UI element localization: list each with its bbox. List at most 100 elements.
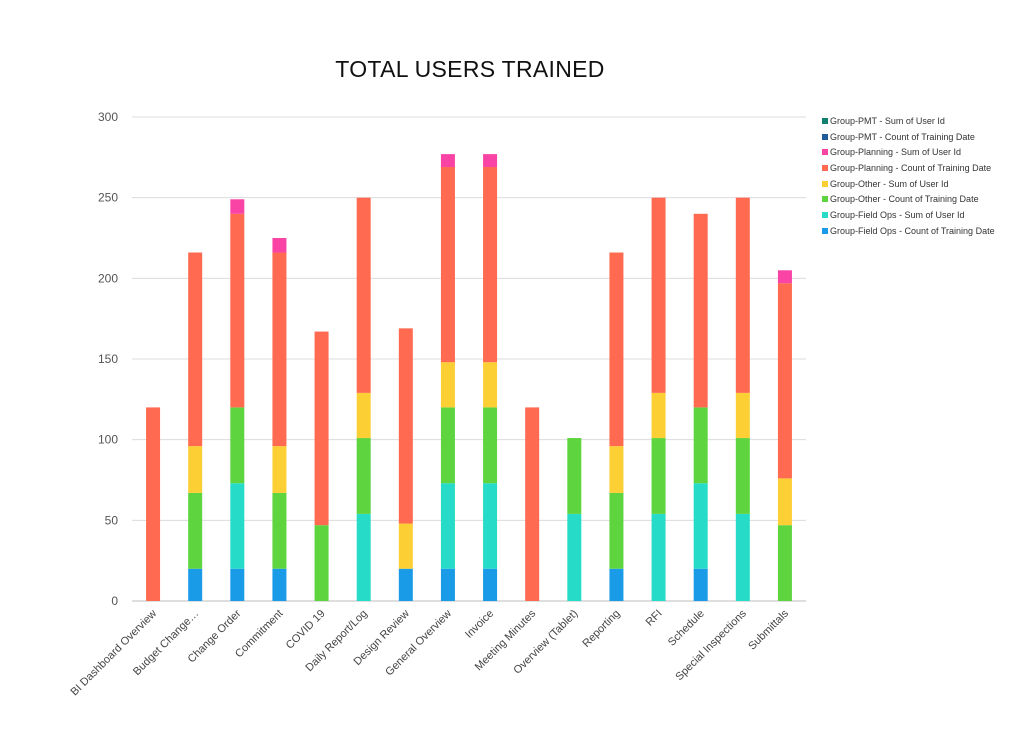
bar-segment bbox=[483, 407, 498, 484]
legend-label: Group-Field Ops - Sum of User Id bbox=[830, 209, 965, 220]
bar-segment bbox=[230, 483, 245, 569]
bar-segment bbox=[735, 197, 750, 393]
bar-segment bbox=[398, 568, 413, 601]
bar-segment bbox=[735, 392, 750, 439]
legend-item: Group-Other - Sum of User Id bbox=[822, 176, 995, 192]
bar-segment bbox=[525, 407, 540, 601]
bar-segment bbox=[356, 513, 371, 601]
bar-segment bbox=[483, 154, 498, 168]
x-tick-label: COVID 19 bbox=[284, 608, 328, 652]
bar-segment bbox=[735, 513, 750, 601]
bar-segment bbox=[483, 483, 498, 569]
bar-segment bbox=[651, 392, 666, 439]
bar-segment bbox=[314, 331, 329, 526]
bar-segment bbox=[272, 238, 287, 253]
x-tick-label: Reporting bbox=[580, 608, 622, 650]
bar-segment bbox=[693, 407, 708, 484]
bars bbox=[146, 154, 792, 601]
legend-swatch bbox=[822, 211, 828, 218]
x-tick-label: Submittals bbox=[746, 607, 791, 652]
bar-segment bbox=[272, 446, 287, 493]
bar-segment bbox=[651, 197, 666, 393]
legend-swatch bbox=[822, 149, 828, 156]
chart-title: TOTAL USERS TRAINED bbox=[335, 56, 605, 82]
bar-segment bbox=[230, 199, 245, 214]
legend-label: Group-PMT - Count of Training Date bbox=[830, 131, 975, 142]
x-tick-label: Schedule bbox=[666, 608, 707, 649]
bar-segment bbox=[440, 568, 455, 601]
legend-label: Group-Other - Sum of User Id bbox=[830, 178, 949, 189]
legend: Group-PMT - Sum of User Id Group-PMT - Co… bbox=[822, 113, 995, 239]
bar-segment bbox=[693, 213, 708, 408]
bar-segment bbox=[693, 483, 708, 569]
legend-item: Group-PMT - Count of Training Date bbox=[822, 129, 995, 145]
bar-segment bbox=[483, 167, 498, 363]
bar-segment bbox=[146, 407, 161, 601]
legend-item: Group-Other - Count of Training Date bbox=[822, 191, 995, 207]
x-tick-label: RFI bbox=[644, 608, 665, 629]
bar-segment bbox=[398, 523, 413, 569]
x-tick-label: Invoice bbox=[463, 608, 496, 641]
bar-segment bbox=[651, 438, 666, 514]
bar-segment bbox=[735, 438, 750, 514]
y-axis-ticks: 0 50 100 150 200 250 300 bbox=[98, 110, 118, 608]
legend-label: Group-Other - Count of Training Date bbox=[830, 194, 979, 205]
legend-item: Group-Field Ops - Count of Training Date bbox=[822, 223, 995, 239]
x-tick-label: BI Dashboard Overview bbox=[69, 608, 160, 699]
y-tick-label: 150 bbox=[98, 352, 118, 366]
bar-segment bbox=[483, 568, 498, 601]
bar-segment bbox=[230, 213, 245, 408]
bar-segment bbox=[356, 197, 371, 393]
bar-segment bbox=[567, 438, 582, 514]
legend-swatch bbox=[822, 133, 828, 140]
bar-segment bbox=[356, 392, 371, 439]
y-tick-label: 300 bbox=[98, 110, 118, 124]
bar-segment bbox=[272, 492, 287, 569]
bar-segment bbox=[398, 328, 413, 524]
bar-segment bbox=[693, 568, 708, 601]
x-tick-label: Special Inspections bbox=[673, 607, 749, 683]
legend-swatch bbox=[822, 227, 828, 234]
bar-segment bbox=[314, 525, 329, 601]
bar-segment bbox=[188, 252, 203, 447]
bar-segment bbox=[609, 252, 624, 447]
bar-segment bbox=[567, 513, 582, 601]
y-tick-label: 100 bbox=[98, 433, 118, 447]
legend-item: Group-Planning - Sum of User Id bbox=[822, 144, 995, 160]
legend-swatch bbox=[822, 180, 828, 187]
bar-segment bbox=[651, 513, 666, 601]
legend-label: Group-PMT - Sum of User Id bbox=[830, 115, 945, 126]
bar-segment bbox=[609, 446, 624, 493]
bar-segment bbox=[188, 446, 203, 493]
legend-swatch bbox=[822, 196, 828, 203]
legend-item: Group-Planning - Count of Training Date bbox=[822, 160, 995, 176]
bar-segment bbox=[609, 568, 624, 601]
legend-label: Group-Field Ops - Count of Training Date bbox=[830, 225, 995, 236]
legend-swatch bbox=[822, 164, 828, 171]
bar-segment bbox=[272, 252, 287, 447]
bar-segment bbox=[230, 568, 245, 601]
bar-segment bbox=[440, 407, 455, 484]
bar-segment bbox=[440, 483, 455, 569]
y-tick-label: 50 bbox=[105, 513, 119, 527]
bar-segment bbox=[230, 407, 245, 484]
bar-segment bbox=[777, 283, 792, 479]
bar-segment bbox=[609, 492, 624, 569]
y-tick-label: 250 bbox=[98, 191, 118, 205]
bar-segment bbox=[777, 478, 792, 526]
y-tick-label: 200 bbox=[98, 271, 118, 285]
bar-segment bbox=[272, 568, 287, 601]
bar-segment bbox=[440, 362, 455, 408]
legend-swatch bbox=[822, 117, 828, 124]
legend-item: Group-PMT - Sum of User Id bbox=[822, 113, 995, 129]
bar-segment bbox=[483, 362, 498, 408]
bar-segment bbox=[356, 438, 371, 514]
bar-segment bbox=[188, 568, 203, 601]
bar-segment bbox=[777, 525, 792, 601]
bar-segment bbox=[777, 270, 792, 284]
legend-item: Group-Field Ops - Sum of User Id bbox=[822, 207, 995, 223]
legend-label: Group-Planning - Sum of User Id bbox=[830, 147, 962, 158]
bar-segment bbox=[440, 154, 455, 168]
